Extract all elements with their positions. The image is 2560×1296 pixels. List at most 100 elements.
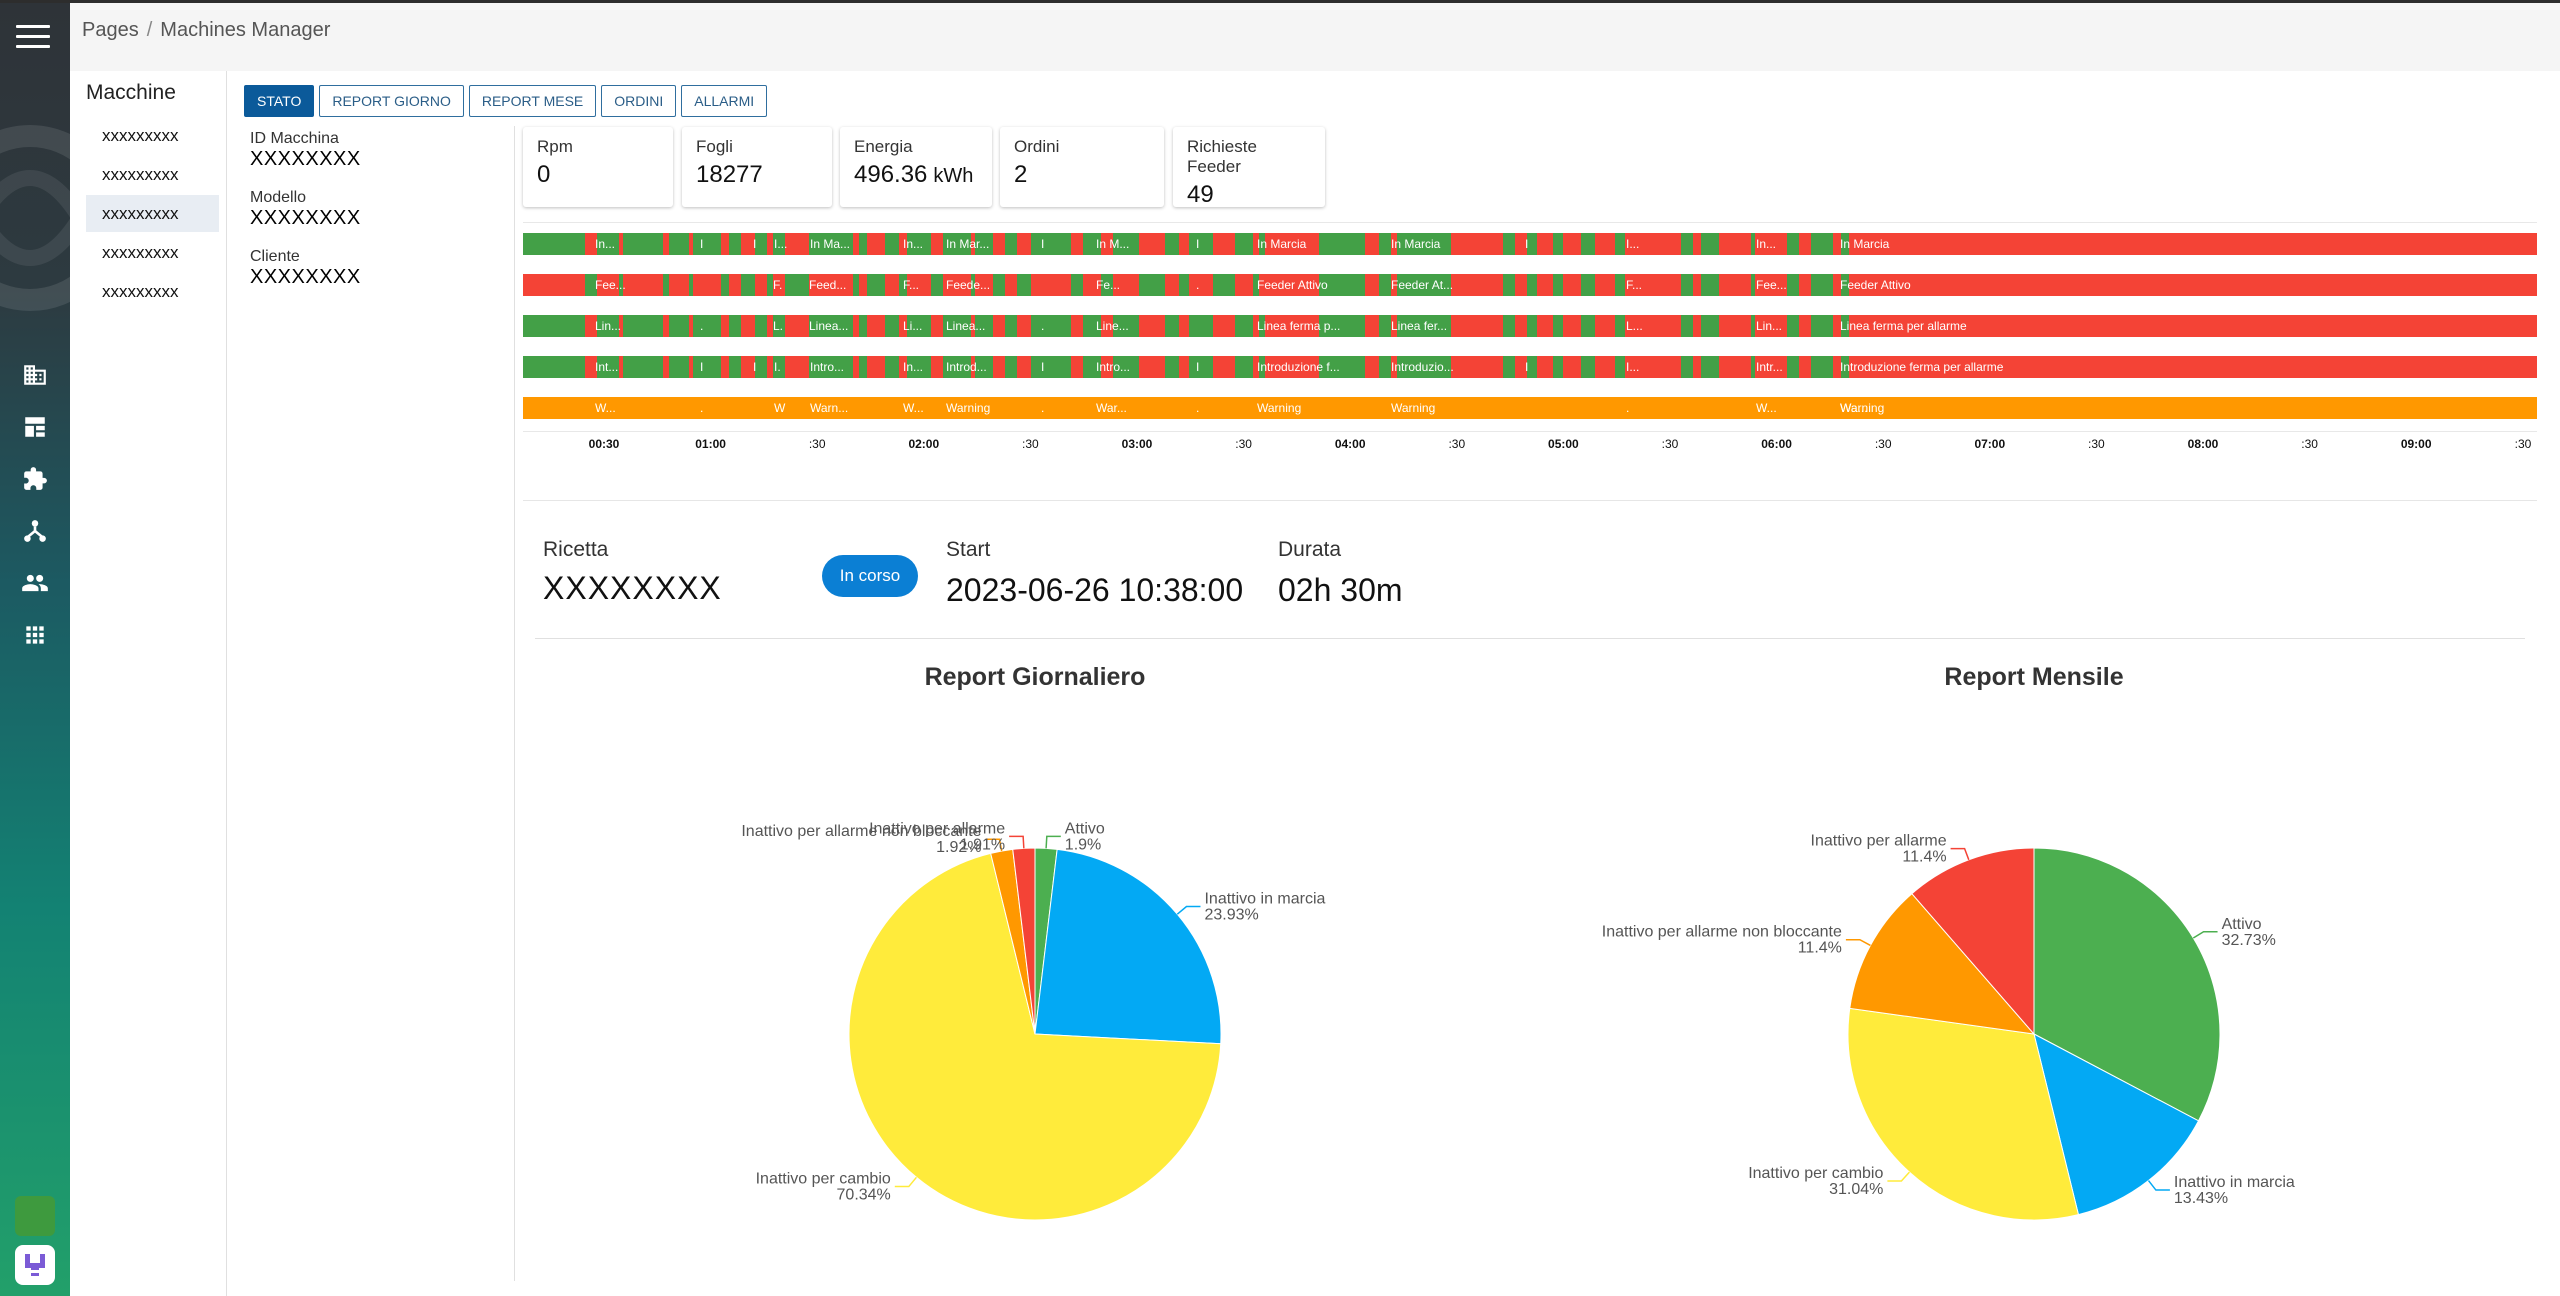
timeline-segment[interactable] — [1811, 233, 1833, 255]
timeline-segment[interactable] — [1693, 233, 1701, 255]
timeline-segment[interactable] — [1005, 274, 1017, 296]
timeline-segment[interactable] — [619, 356, 623, 378]
timeline-segment[interactable] — [1537, 315, 1553, 337]
timeline-segment[interactable] — [1527, 233, 1537, 255]
timeline-segment[interactable] — [1179, 356, 1189, 378]
timeline-segment[interactable] — [1719, 274, 1751, 296]
status-square-icon[interactable] — [15, 1196, 55, 1236]
timeline-segment[interactable] — [1595, 397, 1615, 419]
timeline-segment[interactable] — [1751, 274, 1755, 296]
timeline-segment[interactable] — [689, 356, 693, 378]
machine-item[interactable]: xxxxxxxxx — [102, 282, 179, 301]
timeline-segment[interactable] — [1527, 274, 1537, 296]
timeline-segment[interactable] — [1527, 315, 1537, 337]
timeline-segment[interactable] — [1165, 315, 1179, 337]
timeline-segment[interactable] — [1799, 274, 1811, 296]
timeline-segment[interactable] — [1101, 315, 1113, 337]
timeline-segment[interactable] — [899, 274, 907, 296]
timeline-segment[interactable] — [1799, 356, 1811, 378]
timeline-segment[interactable] — [1213, 233, 1235, 255]
timeline-segment[interactable] — [1165, 233, 1179, 255]
timeline-segment[interactable] — [721, 356, 729, 378]
timeline-segment[interactable] — [1515, 274, 1527, 296]
timeline-segment[interactable] — [1625, 397, 1681, 419]
timeline-segment[interactable] — [523, 233, 585, 255]
timeline-segment[interactable] — [1083, 233, 1101, 255]
timeline-segment[interactable] — [1259, 233, 1265, 255]
timeline-segment[interactable] — [785, 356, 809, 378]
timeline-segment[interactable] — [1139, 397, 1165, 419]
timeline-segment[interactable] — [741, 274, 755, 296]
timeline-segment[interactable] — [1681, 315, 1693, 337]
timeline-segment[interactable] — [971, 315, 975, 337]
timeline-segment[interactable] — [1755, 274, 1787, 296]
timeline-segment[interactable] — [971, 356, 975, 378]
timeline-segment[interactable] — [1165, 397, 1179, 419]
timeline-segment[interactable] — [1841, 356, 1849, 378]
building-icon[interactable] — [19, 359, 51, 391]
timeline-segment[interactable] — [1833, 233, 1841, 255]
timeline-segment[interactable] — [597, 397, 619, 419]
timeline-segment[interactable] — [867, 397, 885, 419]
timeline-segment[interactable] — [1031, 233, 1071, 255]
timeline-segment[interactable] — [1397, 315, 1451, 337]
timeline-segment[interactable] — [689, 397, 693, 419]
timeline-segment[interactable] — [809, 397, 853, 419]
timeline-segment[interactable] — [1319, 397, 1365, 419]
timeline-segment[interactable] — [1139, 356, 1165, 378]
timeline-segment[interactable] — [1071, 274, 1083, 296]
timeline-segment[interactable] — [1595, 274, 1615, 296]
timeline-segment[interactable] — [1693, 274, 1701, 296]
timeline-segment[interactable] — [1751, 356, 1755, 378]
timeline-segment[interactable] — [1179, 233, 1189, 255]
timeline-segment[interactable] — [907, 397, 931, 419]
timeline-segment[interactable] — [943, 356, 971, 378]
timeline-segment[interactable] — [1253, 356, 1259, 378]
breadcrumb-root[interactable]: Pages — [82, 19, 139, 41]
timeline-segment[interactable] — [853, 315, 859, 337]
timeline-segment[interactable] — [885, 397, 899, 419]
timeline-segment[interactable] — [1503, 397, 1515, 419]
timeline-segment[interactable] — [975, 274, 993, 296]
timeline-segment[interactable] — [785, 274, 809, 296]
timeline-segment[interactable] — [1755, 233, 1787, 255]
timeline-segment[interactable] — [1005, 356, 1017, 378]
timeline-segment[interactable] — [1799, 397, 1811, 419]
timeline-segment[interactable] — [1189, 315, 1213, 337]
timeline-segment[interactable] — [1101, 397, 1113, 419]
timeline-segment[interactable] — [1451, 315, 1503, 337]
timeline-segment[interactable] — [1719, 315, 1751, 337]
timeline-segment[interactable] — [1553, 397, 1563, 419]
timeline-segment[interactable] — [585, 356, 597, 378]
timeline-segment[interactable] — [1083, 356, 1101, 378]
timeline-segment[interactable] — [1165, 356, 1179, 378]
timeline-segment[interactable] — [1391, 315, 1397, 337]
timeline-segment[interactable] — [1165, 274, 1179, 296]
timeline-segment[interactable] — [993, 274, 1005, 296]
timeline-segment[interactable] — [1833, 274, 1841, 296]
timeline-segment[interactable] — [1139, 233, 1165, 255]
timeline-segment[interactable] — [773, 315, 785, 337]
timeline-segment[interactable] — [885, 315, 899, 337]
timeline-segment[interactable] — [623, 356, 663, 378]
timeline-segment[interactable] — [523, 397, 585, 419]
timeline-segment[interactable] — [1787, 356, 1799, 378]
timeline-segment[interactable] — [885, 233, 899, 255]
timeline-segment[interactable] — [1563, 315, 1581, 337]
timeline-segment[interactable] — [1265, 315, 1319, 337]
timeline-segment[interactable] — [1811, 356, 1833, 378]
timeline-segment[interactable] — [1681, 233, 1693, 255]
timeline-segment[interactable] — [1503, 356, 1515, 378]
timeline-segment[interactable] — [1259, 356, 1265, 378]
timeline-segment[interactable] — [773, 356, 785, 378]
timeline-segment[interactable] — [1365, 397, 1379, 419]
timeline-segment[interactable] — [899, 356, 907, 378]
timeline-segment[interactable] — [1113, 315, 1139, 337]
timeline-segment[interactable] — [1625, 356, 1681, 378]
pie-slice[interactable] — [848, 852, 1222, 1221]
timeline-segment[interactable] — [1581, 356, 1595, 378]
timeline-segment[interactable] — [1265, 356, 1319, 378]
timeline-segment[interactable] — [853, 233, 859, 255]
timeline-segment[interactable] — [1553, 233, 1563, 255]
timeline-segment[interactable] — [623, 274, 663, 296]
